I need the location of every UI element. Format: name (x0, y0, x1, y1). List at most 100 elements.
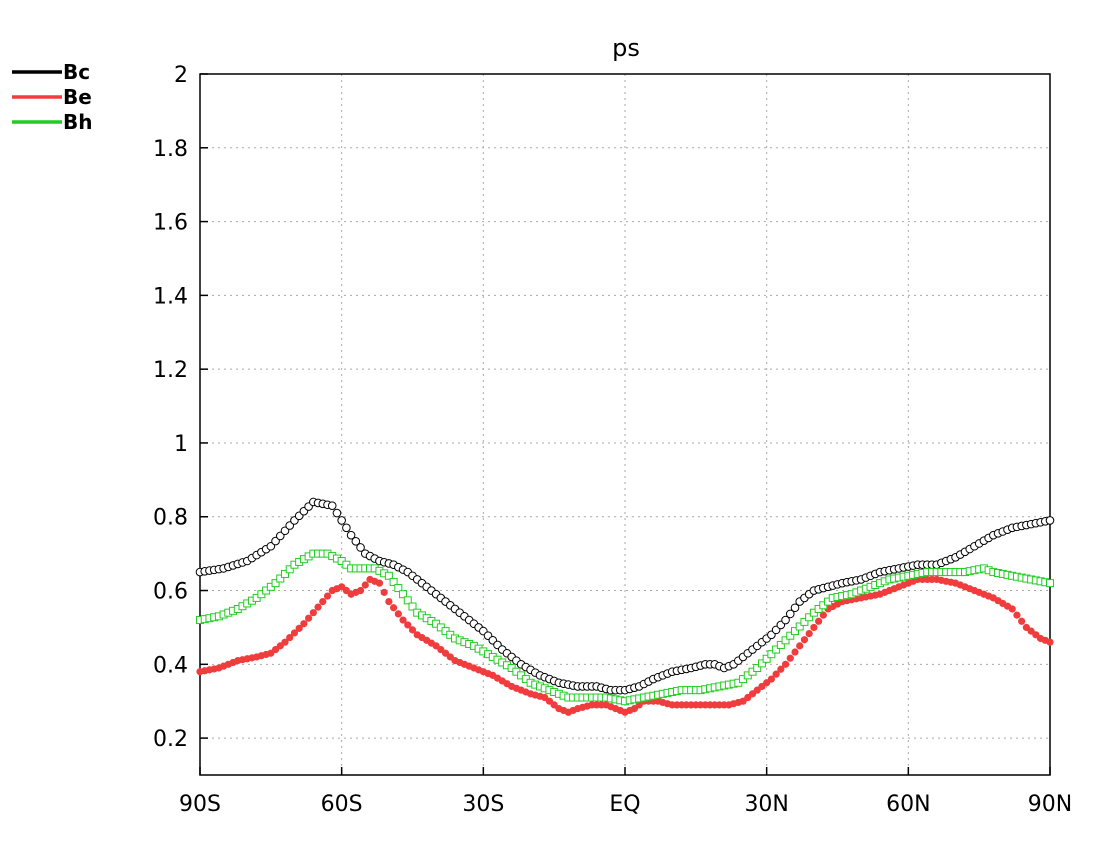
data-point (390, 604, 398, 612)
data-point (1013, 611, 1021, 619)
data-point (356, 586, 365, 595)
data-point (389, 577, 398, 586)
data-point (408, 602, 417, 611)
x-tick-label: 30S (462, 792, 504, 817)
data-point (399, 616, 407, 624)
data-point (762, 654, 771, 663)
x-tick-label: 60S (321, 792, 363, 817)
data-point (380, 588, 388, 596)
y-tick-label: 1.4 (153, 284, 188, 309)
chart-title: ps (612, 34, 640, 62)
data-point (1045, 516, 1055, 525)
data-point (319, 597, 327, 606)
y-tick-label: 1.6 (153, 211, 188, 236)
data-point (781, 660, 790, 668)
data-point (772, 670, 780, 678)
data-point (1046, 638, 1054, 646)
data-point (332, 508, 342, 518)
data-point (271, 536, 280, 546)
grid (200, 74, 1050, 775)
data-point (767, 675, 775, 683)
data-point (281, 569, 289, 578)
data-point (772, 645, 781, 654)
series-be (196, 575, 1054, 716)
data-point (805, 629, 813, 638)
data-point (781, 636, 790, 645)
data-point (323, 592, 332, 600)
data-point (295, 624, 303, 632)
data-point (351, 537, 361, 546)
data-point (286, 633, 294, 642)
legend-item-bc: Bc (12, 60, 90, 84)
data-point (800, 617, 809, 626)
data-point (394, 584, 403, 593)
data-point (791, 627, 799, 636)
data-point (1018, 617, 1026, 625)
legend-item-be: Be (12, 85, 92, 109)
data-point (767, 650, 776, 659)
data-point (1046, 579, 1054, 588)
legend-label: Be (63, 85, 92, 109)
x-tick-label: 90N (1028, 792, 1072, 817)
series-bc (195, 497, 1055, 695)
data-point (280, 526, 290, 536)
data-point (753, 664, 762, 673)
x-tick-label: 90S (179, 792, 221, 817)
data-point (1008, 605, 1016, 613)
data-point (791, 648, 799, 656)
data-point (403, 596, 412, 605)
data-point (305, 614, 313, 622)
y-tick-label: 0.2 (153, 727, 188, 752)
data-point (408, 626, 417, 634)
data-point (285, 565, 294, 574)
data-point (337, 516, 346, 525)
series-bh (196, 549, 1054, 706)
y-tick-label: 2 (174, 63, 188, 88)
data-point (385, 597, 393, 606)
data-point (314, 603, 322, 611)
y-tick-label: 0.8 (153, 506, 188, 531)
data-point (394, 610, 402, 618)
legend-item-bh: Bh (12, 110, 92, 134)
x-tick-label: EQ (609, 792, 640, 817)
y-tick-label: 0.4 (153, 653, 188, 678)
data-point (795, 622, 804, 631)
data-point (404, 621, 412, 629)
data-point (819, 611, 827, 619)
data-point (271, 579, 280, 588)
data-point (290, 629, 299, 637)
data-point (815, 617, 823, 625)
data-point (781, 615, 790, 625)
data-point (300, 620, 308, 628)
legend-label: Bh (63, 110, 92, 134)
x-tick-label: 30N (744, 792, 788, 817)
series-layer (195, 497, 1055, 716)
data-point (785, 609, 795, 619)
data-point (266, 541, 276, 551)
data-point (309, 609, 317, 617)
data-point (356, 543, 365, 552)
data-point (285, 521, 295, 530)
data-point (346, 530, 356, 540)
data-point (275, 531, 285, 541)
data-point (790, 603, 800, 613)
data-point (327, 501, 337, 510)
axes: 90S 60S 30S EQ 30N 60N 90N 0.2 0.4 0.6 0.8 1 1.2 1.4 1… (153, 63, 1072, 817)
data-point (276, 574, 285, 583)
data-point (361, 581, 369, 589)
legend-label: Bc (63, 60, 90, 84)
data-point (384, 571, 393, 580)
data-point (786, 631, 795, 640)
data-point (776, 640, 785, 649)
data-point (281, 638, 289, 646)
data-point (800, 636, 809, 644)
data-point (810, 623, 818, 632)
data-point (757, 659, 766, 668)
y-tick-label: 1 (174, 432, 188, 457)
data-point (805, 613, 814, 622)
data-point (342, 523, 351, 533)
data-point (399, 590, 408, 599)
data-point (375, 579, 384, 587)
